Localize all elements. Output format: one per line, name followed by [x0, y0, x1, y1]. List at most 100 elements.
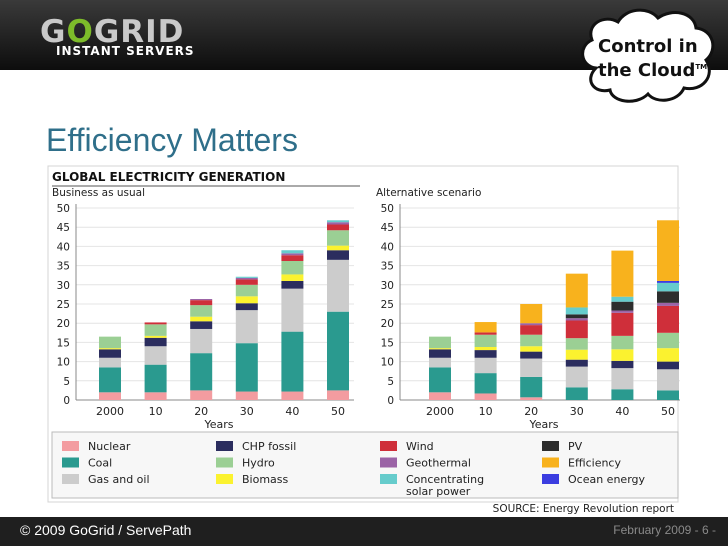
legend-swatch-pv: [542, 441, 559, 451]
legend-label-wind: Wind: [406, 440, 434, 453]
legend-label-geothermal: Geothermal: [406, 457, 471, 470]
alternative-scenario-bar-coal: [474, 373, 497, 394]
legend-swatch-nuclear: [62, 441, 79, 451]
business-as-usual-y-tick-label: 15: [57, 337, 70, 349]
alternative-scenario-y-tick-label: 10: [381, 357, 394, 369]
footer-page-info: February 2009 - 6 -: [613, 523, 716, 537]
business-as-usual-x-tick-label: 40: [285, 405, 299, 418]
alternative-scenario-x-axis-label: Years: [528, 418, 558, 431]
cloud-badge-text: Control in the CloudTM: [598, 36, 708, 81]
alternative-scenario-bar-hydro: [474, 334, 497, 348]
cloud-badge-icon: [581, 8, 715, 103]
alternative-scenario-bar-pv: [657, 291, 679, 303]
business-as-usual-y-tick-label: 40: [57, 241, 70, 253]
business-as-usual-bar-gas-and-oil: [235, 310, 258, 344]
figure-source: SOURCE: Energy Revolution report: [493, 503, 674, 515]
alternative-scenario-bar-wind: [657, 305, 679, 333]
business-as-usual-bar-geothermal: [190, 299, 213, 301]
business-as-usual-bar-nuclear: [235, 391, 258, 400]
business-as-usual-bar-hydro: [99, 336, 121, 349]
business-as-usual-bar-coal: [99, 367, 121, 393]
legend-label-efficiency: Efficiency: [568, 457, 621, 470]
footer-bar: [0, 517, 728, 546]
legend-box: [51, 431, 679, 499]
alternative-scenario-bar-chp-fossil: [657, 361, 679, 370]
business-as-usual-bar-gas-and-oil: [281, 288, 304, 332]
business-as-usual-bar-gas-and-oil: [190, 328, 213, 354]
business-as-usual-bar-gas-and-oil: [327, 259, 349, 312]
alternative-scenario-bar-biomass: [565, 349, 588, 360]
legend-swatch-wind: [380, 441, 397, 451]
business-as-usual-bar-hydro: [281, 260, 304, 275]
badge-trademark: TM: [695, 63, 708, 71]
alternative-scenario-x-tick-label: 2000: [426, 405, 454, 418]
alternative-scenario-y-tick-label: 40: [381, 241, 394, 253]
alternative-scenario-bar-wind: [565, 320, 588, 339]
logo-letter-o: O: [66, 14, 94, 50]
badge-line-2: the Cloud: [598, 60, 696, 81]
alternative-scenario-panel-title: Alternative scenario: [376, 187, 481, 199]
alternative-scenario-bar-coal: [611, 389, 634, 400]
alternative-scenario-bar-coal: [565, 387, 588, 400]
alternative-scenario-y-tick-label: 15: [381, 337, 394, 349]
business-as-usual-bar-biomass: [235, 296, 258, 304]
legend-label-ocean-energy: Ocean energy: [568, 473, 646, 486]
legend-label-concentrating-solar-power-line-2: solar power: [406, 485, 471, 498]
alternative-scenario-y-tick-label: 30: [381, 280, 394, 292]
legend-label-nuclear: Nuclear: [88, 440, 131, 453]
business-as-usual-bar-biomass: [281, 274, 304, 281]
alternative-scenario-bar-hydro: [611, 335, 634, 350]
legend-label-gas-and-oil: Gas and oil: [88, 473, 150, 486]
legend-label-hydro: Hydro: [242, 457, 275, 470]
business-as-usual-x-tick-label: 30: [240, 405, 254, 418]
alternative-scenario-bar-hydro: [565, 338, 588, 350]
alternative-scenario-bar-wind: [611, 312, 634, 336]
business-as-usual-bar-biomass: [327, 245, 349, 251]
alternative-scenario-bar-efficiency: [565, 273, 588, 308]
business-as-usual-x-tick-label: 50: [331, 405, 345, 418]
alternative-scenario-bar-efficiency: [520, 304, 543, 324]
business-as-usual-bar-biomass: [99, 348, 121, 350]
legend-swatch-ocean-energy: [542, 474, 559, 484]
business-as-usual-bar-chp-fossil: [99, 349, 121, 358]
business-as-usual-x-tick-label: 20: [194, 405, 208, 418]
alternative-scenario-x-tick-label: 40: [615, 405, 629, 418]
alternative-scenario-y-tick-label: 20: [381, 318, 394, 330]
alternative-scenario-y-tick-label: 35: [381, 261, 394, 273]
business-as-usual-bar-chp-fossil: [144, 337, 167, 347]
alternative-scenario-bar-wind: [474, 332, 497, 335]
business-as-usual-bar-chp-fossil: [190, 321, 213, 329]
business-as-usual-bar-wind: [144, 322, 167, 325]
business-as-usual-bar-geothermal: [235, 277, 258, 280]
alternative-scenario-bar-nuclear: [474, 393, 497, 400]
business-as-usual-bar-coal: [281, 331, 304, 392]
business-as-usual-bar-geothermal: [327, 222, 349, 225]
business-as-usual-bar-coal: [190, 353, 213, 391]
business-as-usual-bar-coal: [235, 343, 258, 392]
alternative-scenario-bar-gas-and-oil: [565, 366, 588, 388]
alternative-scenario-bar-coal: [657, 390, 679, 400]
alternative-scenario-bar-geothermal: [565, 318, 588, 321]
business-as-usual-y-tick-label: 10: [57, 357, 70, 369]
alternative-scenario-bar-chp-fossil: [611, 360, 634, 369]
alternative-scenario-bar-hydro: [520, 334, 543, 347]
alternative-scenario-bar-gas-and-oil: [611, 368, 634, 390]
alternative-scenario-y-tick-label: 25: [381, 299, 394, 311]
alternative-scenario-bar-chp-fossil: [474, 350, 497, 358]
alternative-scenario-x-tick-label: 50: [661, 405, 675, 418]
alternative-scenario-y-tick-label: 0: [387, 395, 394, 407]
legend-swatch-efficiency: [542, 457, 559, 468]
alternative-scenario-bar-biomass: [520, 346, 543, 352]
business-as-usual-bar-gas-and-oil: [99, 357, 121, 368]
alternative-scenario-bar-hydro: [657, 332, 679, 349]
alternative-scenario-bar-chp-fossil: [520, 351, 543, 359]
business-as-usual-y-tick-label: 35: [57, 261, 70, 273]
business-as-usual-bar-nuclear: [144, 392, 167, 400]
legend-swatch-coal: [62, 457, 79, 468]
legend-swatch-concentrating-solar-power: [380, 474, 397, 484]
business-as-usual-bar-concentrating-solar-power: [235, 276, 258, 278]
legend-swatch-hydro: [216, 457, 233, 468]
alternative-scenario-bar-hydro: [429, 336, 451, 349]
alternative-scenario-bar-geothermal: [520, 323, 543, 326]
business-as-usual-bar-biomass: [144, 335, 167, 338]
